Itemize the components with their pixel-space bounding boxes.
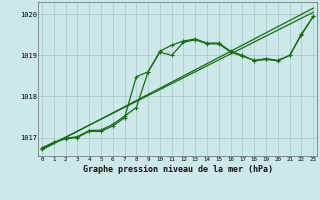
X-axis label: Graphe pression niveau de la mer (hPa): Graphe pression niveau de la mer (hPa): [83, 165, 273, 174]
